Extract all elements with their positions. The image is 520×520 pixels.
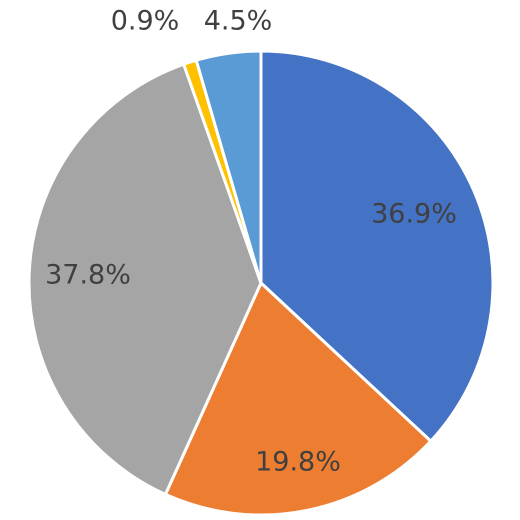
pie-slices — [27, 49, 495, 517]
slice-data-label: 4.5% — [204, 6, 273, 37]
pie-slice-19-8 — [163, 281, 433, 517]
slice-data-label: 0.9% — [111, 6, 180, 37]
slice-data-label: 19.8% — [255, 447, 341, 478]
pie-labels: 36.9% 19.8% 37.8% 0.9% 4.5% — [45, 6, 457, 478]
pie-slice-36-9 — [259, 49, 495, 443]
slice-data-label: 37.8% — [45, 260, 131, 291]
pie-slice-4-5 — [194, 49, 263, 285]
slice-data-label: 36.9% — [371, 199, 457, 230]
pie-slice-37-8 — [27, 62, 263, 496]
